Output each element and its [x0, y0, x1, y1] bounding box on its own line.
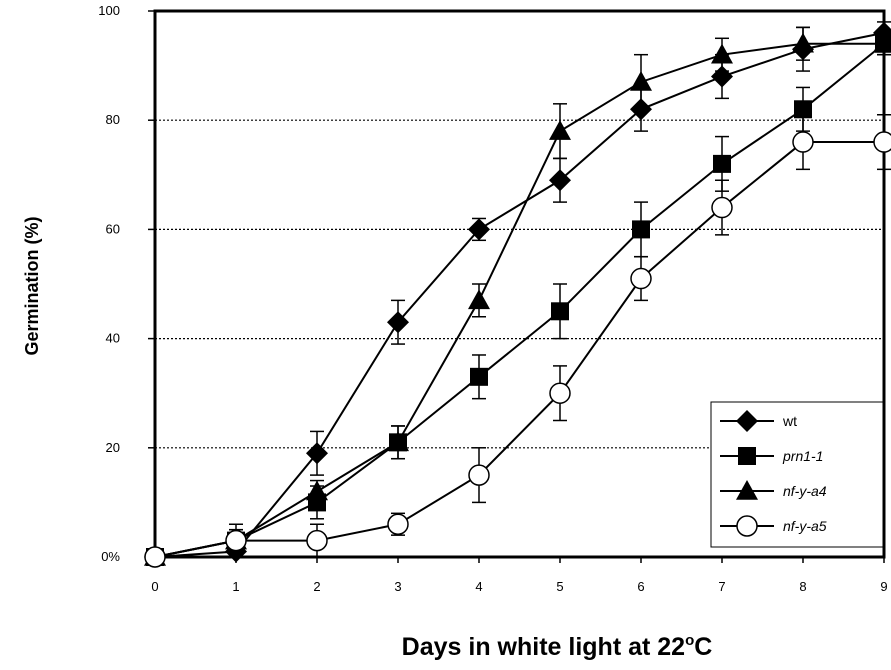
- data-point-prn1-1: [632, 220, 650, 239]
- data-point-nf-y-a5: [711, 196, 733, 219]
- series-line-nf-y-a4: [154, 42, 884, 558]
- data-point-nf-y-a4: [549, 120, 571, 140]
- legend-label: nf-y-a4: [783, 483, 827, 499]
- series-line-nf-y-a5: [154, 141, 884, 558]
- data-point-nf-y-a5: [306, 529, 328, 552]
- x-tick-label: 9: [880, 579, 887, 594]
- x-axis-label-superscript: o: [685, 632, 694, 649]
- data-point-nf-y-a5: [225, 529, 247, 552]
- series-nf-y-a4: [144, 26, 891, 566]
- data-point-nf-y-a4: [468, 289, 490, 310]
- y-tick-label: 60: [106, 221, 120, 236]
- data-point-prn1-1: [713, 154, 731, 173]
- data-point-nf-y-a5: [792, 131, 814, 153]
- x-axis-label-main: Days in white light at 22: [402, 633, 685, 661]
- tick-labels: 0% 20 40 60 80 100 0 1 2 3 4 5 6 7 8 9: [98, 3, 887, 594]
- data-point-prn1-1: [794, 100, 812, 119]
- legend-label: prn1-1: [782, 448, 823, 464]
- y-axis-label: Germination (%): [22, 216, 42, 355]
- legend-marker-prn1-1: [738, 447, 756, 465]
- legend-label: wt: [782, 413, 797, 429]
- series-nf-y-a5: [144, 113, 891, 568]
- legend-marker-nf-y-a5: [736, 515, 758, 537]
- x-tick-label: 6: [637, 579, 644, 594]
- legend-marker-wt: [736, 410, 758, 432]
- x-tick-label: 4: [475, 579, 482, 594]
- data-point-nf-y-a4: [873, 32, 891, 53]
- data-point-nf-y-a5: [630, 267, 652, 290]
- data-point-wt: [387, 311, 409, 334]
- series-line-wt: [154, 31, 885, 558]
- x-tick-label: 5: [556, 579, 563, 594]
- x-tick-label: 3: [394, 579, 401, 594]
- data-point-nf-y-a5: [387, 513, 409, 535]
- x-tick-label: 7: [718, 579, 725, 594]
- data-series: [144, 21, 891, 568]
- legend: wt prn1-1 nf-y-a4 nf-y-a5: [710, 401, 884, 548]
- y-tick-label: 80: [106, 112, 120, 127]
- data-point-prn1-1: [470, 367, 488, 386]
- y-tick-label: 0%: [101, 549, 120, 564]
- y-tick-label: 100: [98, 3, 120, 18]
- data-point-nf-y-a4: [711, 43, 733, 64]
- data-point-nf-y-a4: [630, 70, 652, 91]
- series-line-prn1-1: [154, 42, 885, 558]
- data-point-wt: [306, 442, 328, 465]
- x-tick-label: 2: [313, 579, 320, 594]
- data-point-nf-y-a4: [306, 480, 328, 501]
- x-tick-label: 0: [151, 579, 158, 594]
- x-axis-label-suffix: C: [694, 633, 712, 661]
- y-tick-label: 40: [106, 331, 120, 346]
- data-point-nf-y-a5: [468, 464, 490, 486]
- data-point-nf-y-a5: [873, 131, 891, 153]
- data-point-prn1-1: [551, 302, 569, 321]
- x-tick-label: 1: [232, 579, 239, 594]
- data-point-wt: [549, 169, 571, 192]
- x-axis-label: Days in white light at 22oC: [402, 632, 713, 661]
- data-point-nf-y-a5: [144, 546, 166, 568]
- data-point-nf-y-a5: [549, 382, 571, 404]
- plot-frame: [153, 9, 886, 559]
- y-tick-label: 20: [106, 440, 120, 455]
- data-point-wt: [468, 218, 490, 241]
- data-point-nf-y-a4: [792, 32, 814, 53]
- x-tick-label: 8: [799, 579, 806, 594]
- legend-label: nf-y-a5: [783, 518, 827, 534]
- grid-lines: [155, 119, 884, 449]
- legend-marker-nf-y-a4: [736, 480, 758, 500]
- data-point-nf-y-a4: [387, 431, 409, 452]
